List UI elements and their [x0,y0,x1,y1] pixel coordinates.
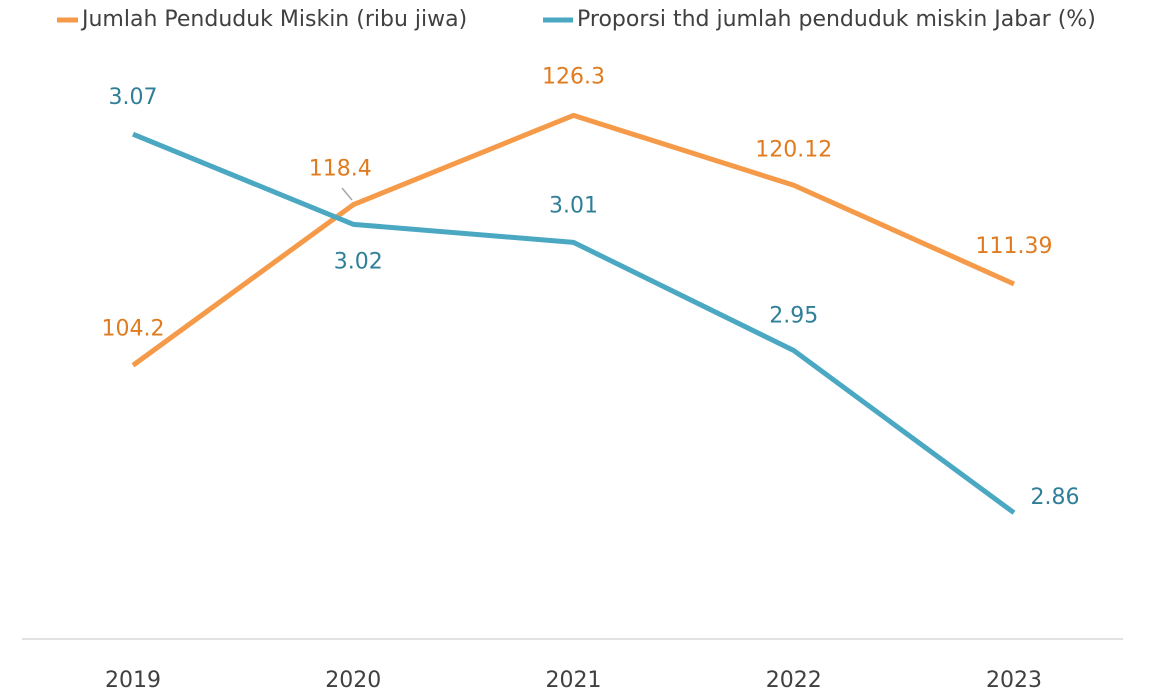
x-tick-label: 2020 [325,668,381,693]
series-line [131,112,1016,368]
data-label: 3.02 [334,249,383,274]
data-label: 111.39 [976,234,1053,259]
data-label: 3.01 [549,193,598,218]
data-label: 2.95 [769,304,818,329]
data-label: 118.4 [309,157,372,182]
series-line [132,131,1016,515]
x-tick-label: 2022 [766,668,822,693]
x-tick-label: 2019 [105,668,161,693]
data-label: 104.2 [102,316,165,341]
leader-line [341,187,353,201]
x-tick-label: 2023 [986,668,1042,693]
data-label: 3.07 [109,85,158,110]
data-label: 120.12 [755,137,832,162]
data-label: 2.86 [1031,485,1080,510]
x-tick-label: 2021 [546,668,602,693]
data-label: 126.3 [542,64,605,89]
legend-label: Proporsi thd jumlah penduduk miskin Jaba… [577,7,1096,32]
legend-label: Jumlah Penduduk Miskin (ribu jiwa) [80,7,467,32]
